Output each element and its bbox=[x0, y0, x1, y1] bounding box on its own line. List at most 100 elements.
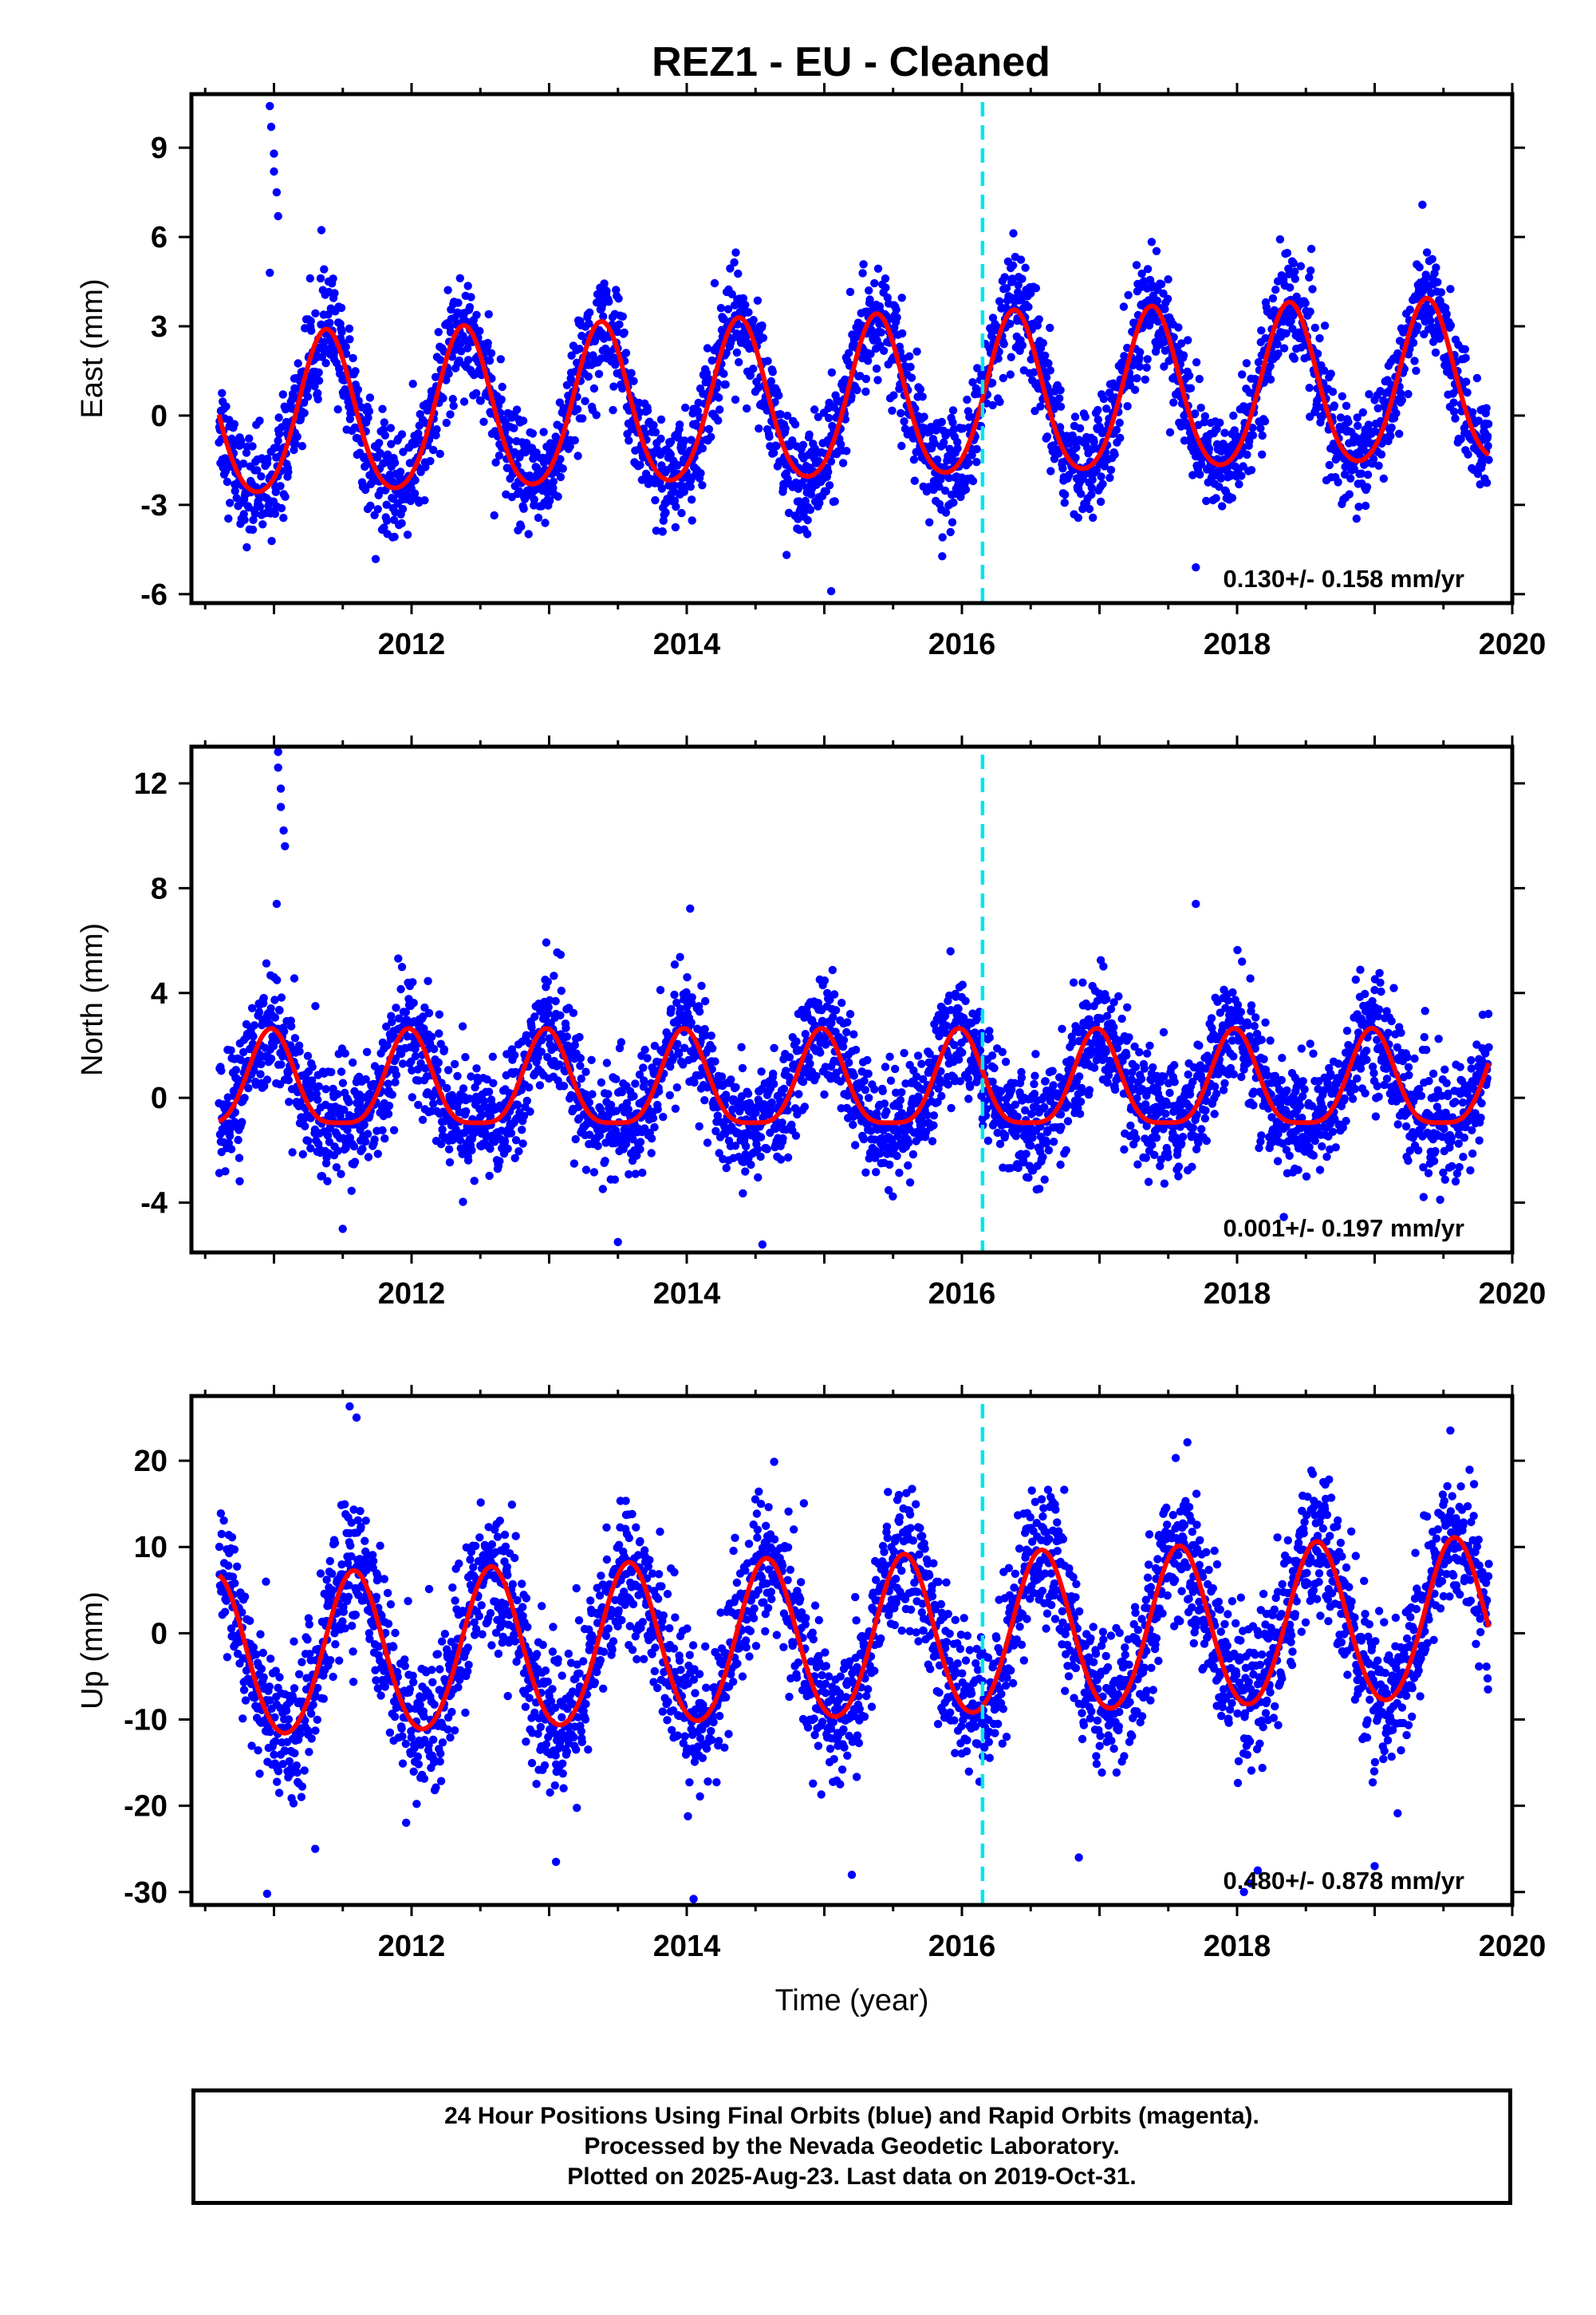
data-point bbox=[429, 445, 438, 455]
data-point bbox=[1432, 263, 1440, 272]
data-point bbox=[307, 326, 316, 335]
data-point bbox=[337, 328, 346, 337]
data-point bbox=[1196, 404, 1205, 412]
data-point bbox=[827, 368, 837, 377]
data-point bbox=[1328, 388, 1338, 396]
data-point bbox=[1143, 265, 1153, 274]
data-point bbox=[1089, 513, 1097, 523]
data-point bbox=[727, 1075, 735, 1084]
data-point bbox=[1409, 338, 1418, 347]
data-point bbox=[801, 1030, 810, 1039]
data-point bbox=[861, 1086, 870, 1094]
data-point bbox=[573, 404, 582, 414]
data-point bbox=[905, 1178, 915, 1187]
data-point bbox=[445, 1158, 455, 1167]
data-point bbox=[1235, 479, 1243, 489]
data-point bbox=[1395, 429, 1404, 438]
data-point bbox=[676, 952, 684, 961]
data-point bbox=[291, 440, 300, 448]
data-point bbox=[227, 1046, 235, 1055]
data-point bbox=[681, 403, 690, 412]
data-point bbox=[298, 442, 307, 451]
data-point bbox=[695, 1007, 704, 1016]
data-point bbox=[298, 1150, 307, 1159]
data-point bbox=[222, 402, 231, 411]
data-point bbox=[863, 1055, 872, 1065]
data-point bbox=[1055, 423, 1065, 432]
data-point bbox=[907, 373, 916, 382]
data-point bbox=[303, 1051, 313, 1060]
data-point bbox=[1482, 404, 1491, 412]
data-point bbox=[448, 395, 457, 404]
data-point bbox=[882, 1107, 891, 1116]
data-point bbox=[1462, 377, 1471, 386]
data-point bbox=[727, 290, 736, 298]
data-point bbox=[737, 1043, 746, 1051]
data-point bbox=[879, 346, 889, 355]
data-point bbox=[938, 533, 947, 542]
data-point bbox=[881, 283, 890, 292]
data-point bbox=[430, 1044, 439, 1054]
data-point bbox=[306, 317, 315, 325]
data-point bbox=[944, 474, 954, 483]
data-point bbox=[544, 1003, 553, 1012]
y-axis-label: East (mm) bbox=[76, 278, 109, 418]
data-point bbox=[1184, 371, 1194, 381]
data-point bbox=[593, 1142, 602, 1150]
data-point bbox=[826, 457, 836, 466]
data-point bbox=[763, 1145, 771, 1154]
data-point bbox=[1242, 359, 1251, 368]
data-point bbox=[450, 1059, 459, 1069]
data-point bbox=[249, 1032, 258, 1041]
data-point bbox=[609, 405, 617, 415]
data-point bbox=[410, 489, 420, 498]
data-point bbox=[1228, 494, 1237, 503]
data-point bbox=[257, 472, 266, 481]
data-point bbox=[873, 376, 882, 385]
data-point bbox=[1116, 433, 1125, 443]
data-point bbox=[223, 477, 232, 487]
data-point bbox=[386, 424, 396, 432]
data-point bbox=[543, 977, 552, 986]
data-point bbox=[886, 1076, 896, 1085]
data-point bbox=[510, 1051, 519, 1059]
data-point bbox=[221, 1167, 230, 1176]
data-point bbox=[936, 475, 945, 484]
data-point bbox=[421, 463, 430, 471]
data-point bbox=[744, 308, 753, 317]
data-point bbox=[1346, 474, 1355, 483]
data-point bbox=[390, 532, 399, 542]
data-point bbox=[792, 1037, 801, 1046]
data-point bbox=[1046, 323, 1054, 333]
data-point bbox=[885, 1052, 894, 1061]
data-point bbox=[1184, 336, 1192, 345]
data-point bbox=[1258, 431, 1267, 440]
data-point bbox=[1283, 248, 1292, 258]
data-point bbox=[620, 328, 629, 337]
data-point bbox=[463, 356, 473, 365]
data-point bbox=[1041, 351, 1050, 360]
data-point bbox=[454, 298, 463, 307]
data-point bbox=[443, 1083, 451, 1093]
data-point bbox=[434, 1058, 443, 1067]
data-point bbox=[1415, 262, 1424, 272]
data-point bbox=[1096, 497, 1105, 507]
data-point bbox=[861, 387, 870, 396]
data-point bbox=[414, 429, 423, 438]
data-point bbox=[1164, 275, 1172, 284]
data-point bbox=[585, 308, 594, 317]
data-point bbox=[1046, 366, 1055, 375]
data-point bbox=[656, 985, 665, 995]
data-point bbox=[567, 351, 576, 360]
data-point bbox=[697, 981, 706, 991]
data-point bbox=[444, 1145, 454, 1154]
data-point bbox=[647, 1134, 656, 1143]
y-tick-label: -3 bbox=[140, 489, 167, 523]
data-point bbox=[321, 1085, 330, 1094]
data-point bbox=[650, 1122, 659, 1132]
data-point bbox=[314, 377, 324, 385]
data-point bbox=[287, 1022, 296, 1031]
data-point bbox=[249, 515, 258, 524]
data-point bbox=[556, 950, 565, 960]
